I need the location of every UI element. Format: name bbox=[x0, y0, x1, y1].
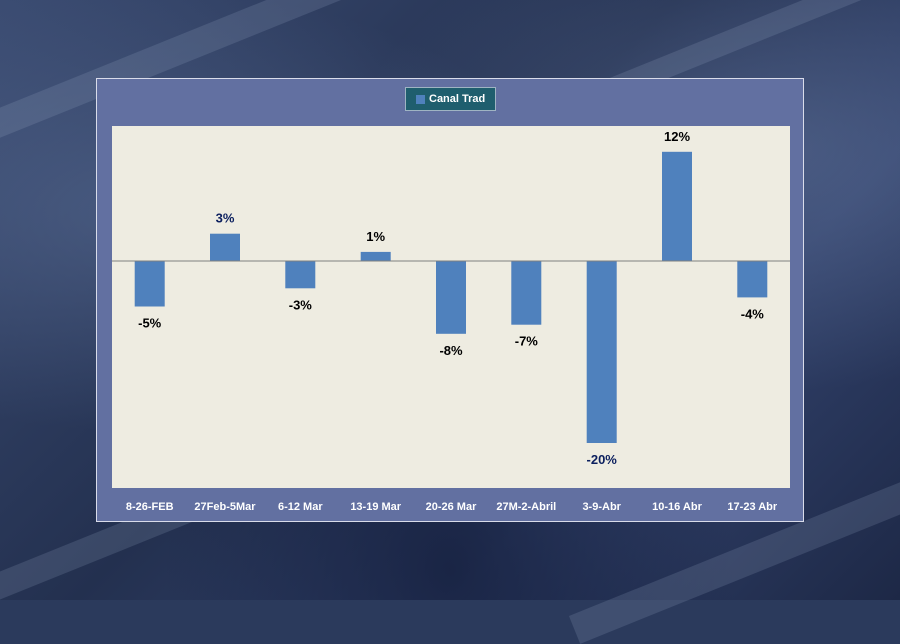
bar-5 bbox=[436, 261, 466, 334]
x-tick-label-1: 8-26-FEB bbox=[126, 501, 174, 513]
bar-2 bbox=[210, 233, 240, 261]
bar-1 bbox=[134, 261, 165, 307]
data-label-6: -7% bbox=[515, 334, 539, 349]
legend-label: Canal Trad bbox=[429, 93, 486, 105]
data-label-2: 3% bbox=[216, 211, 235, 226]
data-label-1: -5% bbox=[138, 316, 162, 331]
data-label-3: -3% bbox=[289, 297, 313, 312]
data-label-5: -8% bbox=[439, 343, 463, 358]
bar-8 bbox=[662, 151, 692, 261]
x-tick-label-8: 10-16 Abr bbox=[652, 501, 702, 513]
x-tick-label-6: 27M-2-Abril bbox=[496, 501, 556, 513]
chart-legend: Canal Trad bbox=[405, 87, 497, 111]
bar-9 bbox=[737, 261, 768, 298]
x-tick-label-5: 20-26 Mar bbox=[426, 501, 477, 513]
x-tick-label-3: 6-12 Mar bbox=[278, 501, 323, 513]
bar-3 bbox=[285, 261, 316, 289]
bar-4 bbox=[360, 251, 391, 261]
legend-swatch-icon bbox=[416, 94, 425, 104]
bar-chart: -5% 3% -3% 1% -8% -7% -20% 12% -4% 8-26-FEB 27Feb-… bbox=[112, 129, 790, 513]
data-label-7: -20% bbox=[587, 452, 618, 467]
bar-6 bbox=[511, 261, 542, 325]
data-label-9: -4% bbox=[741, 306, 765, 321]
x-tick-label-2: 27Feb-5Mar bbox=[194, 501, 256, 513]
x-tick-label-4: 13-19 Mar bbox=[350, 501, 401, 513]
data-label-4: 1% bbox=[366, 229, 385, 244]
data-label-8: 12% bbox=[664, 129, 690, 144]
x-tick-label-9: 17-23 Abr bbox=[727, 501, 777, 513]
x-tick-label-7: 3-9-Abr bbox=[582, 501, 621, 513]
bar-7 bbox=[586, 261, 617, 443]
